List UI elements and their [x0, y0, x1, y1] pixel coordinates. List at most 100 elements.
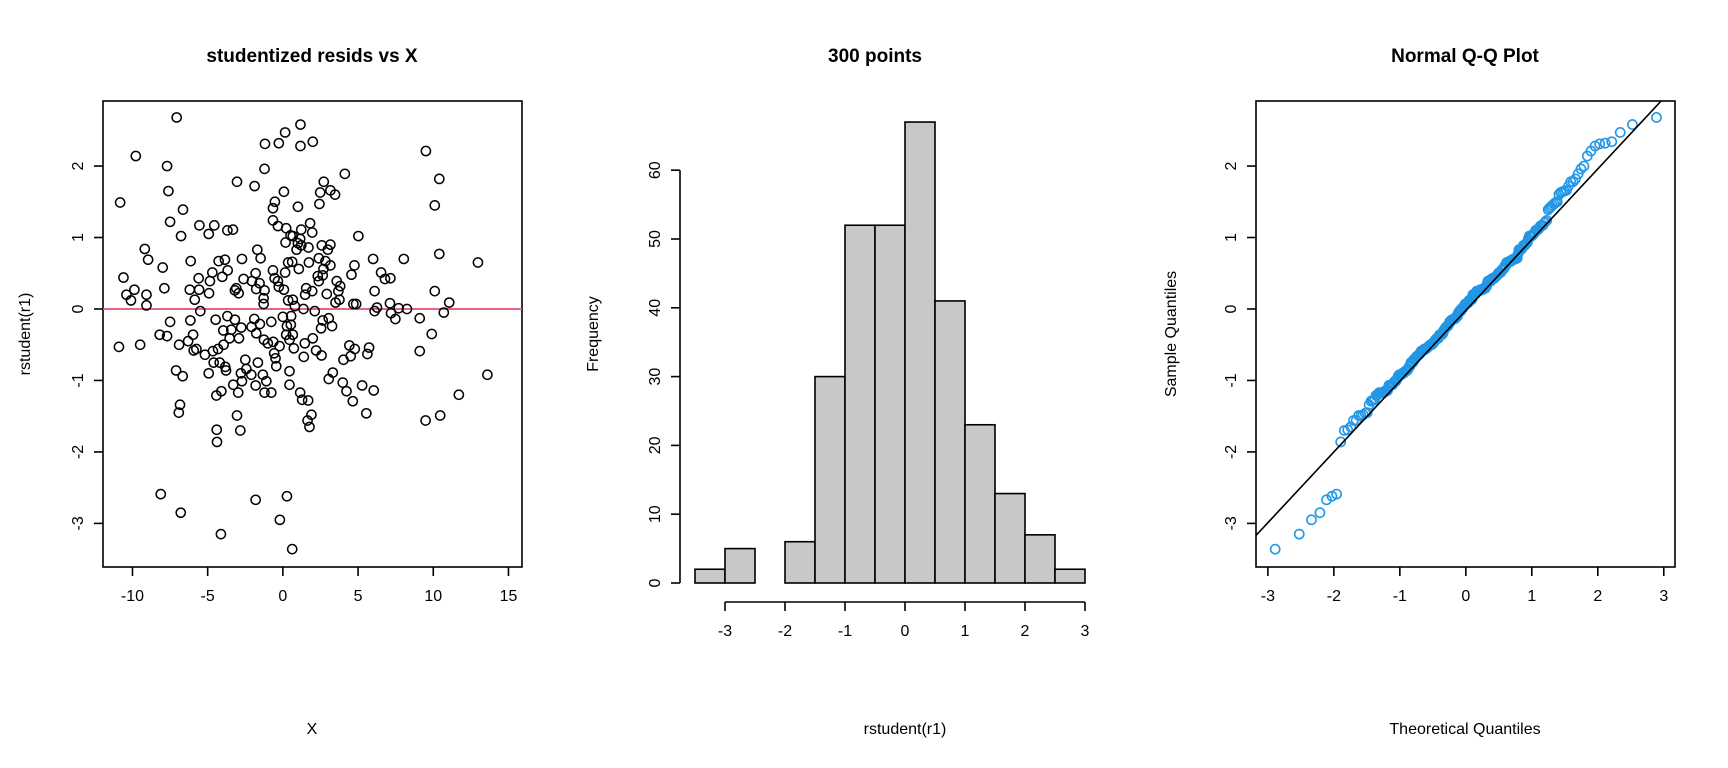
- data-point: [350, 298, 362, 310]
- data-point: [174, 399, 186, 411]
- data-point: [362, 348, 373, 360]
- data-point: [313, 252, 325, 264]
- data-point: [282, 257, 294, 268]
- data-point: [341, 385, 352, 397]
- data-point: [269, 196, 281, 208]
- data-point: [363, 342, 375, 353]
- data-point: [401, 303, 413, 315]
- data-point: [279, 267, 291, 278]
- data-point: [270, 352, 281, 364]
- x-tick-label: 0: [278, 588, 287, 605]
- qq-point: [1342, 424, 1354, 436]
- data-point: [193, 272, 205, 284]
- data-point: [193, 284, 205, 296]
- data-point: [429, 285, 441, 297]
- data-point: [230, 282, 242, 294]
- data-point: [303, 242, 314, 253]
- data-point: [231, 410, 243, 421]
- data-point: [269, 272, 280, 284]
- histogram-bar: [1024, 534, 1056, 584]
- data-point: [306, 227, 318, 238]
- data-point: [227, 224, 239, 236]
- qq-panel: Normal Q-Q Plot Theoretical Quantiles Sa…: [1163, 46, 1676, 738]
- x-tick-label: 10: [424, 588, 442, 605]
- data-point: [163, 185, 174, 197]
- data-point: [175, 230, 187, 242]
- data-point: [317, 315, 329, 326]
- y-tick-label: 0: [1223, 304, 1240, 313]
- data-point: [309, 305, 321, 317]
- data-point: [280, 237, 291, 248]
- data-point: [384, 297, 396, 309]
- data-point: [292, 201, 304, 213]
- data-point: [369, 285, 380, 297]
- y-tick-label: 0: [647, 578, 664, 587]
- data-point: [369, 305, 380, 317]
- qq-point: [1594, 138, 1606, 150]
- histogram-bar: [964, 423, 996, 584]
- data-point: [302, 395, 314, 406]
- y-tick-label: 1: [70, 233, 87, 242]
- qq-point: [1293, 528, 1305, 540]
- x-tick-label: -3: [718, 623, 732, 640]
- data-point: [250, 494, 262, 506]
- data-point: [420, 145, 432, 157]
- data-point: [472, 257, 484, 268]
- data-point: [248, 313, 260, 325]
- data-point: [220, 365, 232, 376]
- qq-point: [1567, 176, 1579, 188]
- qq-point: [1651, 112, 1662, 123]
- data-point: [267, 202, 279, 214]
- x-tick-label: 5: [354, 588, 363, 605]
- data-point: [164, 216, 176, 228]
- qq-xlabel: Theoretical Quantiles: [1389, 721, 1540, 738]
- data-point: [259, 138, 271, 150]
- qq-point: [1345, 421, 1357, 433]
- data-point: [285, 310, 297, 322]
- data-point: [206, 267, 218, 278]
- data-point: [268, 347, 280, 359]
- data-point: [185, 255, 197, 267]
- qq-point: [1599, 137, 1611, 149]
- qq-point: [1269, 543, 1281, 555]
- x-tick-label: -2: [778, 623, 792, 640]
- histogram-bar: [994, 492, 1026, 584]
- data-point: [114, 197, 126, 208]
- data-point: [281, 490, 293, 502]
- data-point: [287, 329, 299, 341]
- data-point: [164, 316, 176, 328]
- data-point: [429, 199, 441, 211]
- data-point: [300, 282, 312, 294]
- data-point: [216, 271, 228, 283]
- data-point: [187, 329, 199, 341]
- data-point: [159, 282, 170, 294]
- data-point: [251, 244, 263, 256]
- data-point: [245, 369, 257, 381]
- data-point: [393, 302, 405, 314]
- data-point: [250, 327, 262, 339]
- qq-reference-line: [1255, 100, 1662, 536]
- data-point: [125, 295, 137, 306]
- data-point: [414, 312, 426, 324]
- qq-point: [1614, 127, 1626, 138]
- data-point: [257, 369, 269, 381]
- data-point: [321, 288, 333, 300]
- data-point: [339, 168, 351, 180]
- data-point: [310, 345, 322, 356]
- qq-point: [1314, 507, 1326, 519]
- data-point: [325, 239, 336, 251]
- data-point: [129, 284, 140, 296]
- data-point: [334, 294, 345, 306]
- data-point: [299, 337, 311, 349]
- data-point: [265, 387, 277, 398]
- data-point: [254, 277, 265, 289]
- data-point: [453, 389, 465, 401]
- data-point: [250, 380, 262, 391]
- data-point: [284, 379, 295, 391]
- data-point: [173, 339, 185, 351]
- data-point: [194, 220, 205, 231]
- qq-point: [1578, 160, 1590, 172]
- data-point: [270, 360, 282, 372]
- qq-point: [1306, 514, 1317, 526]
- data-point: [208, 357, 220, 368]
